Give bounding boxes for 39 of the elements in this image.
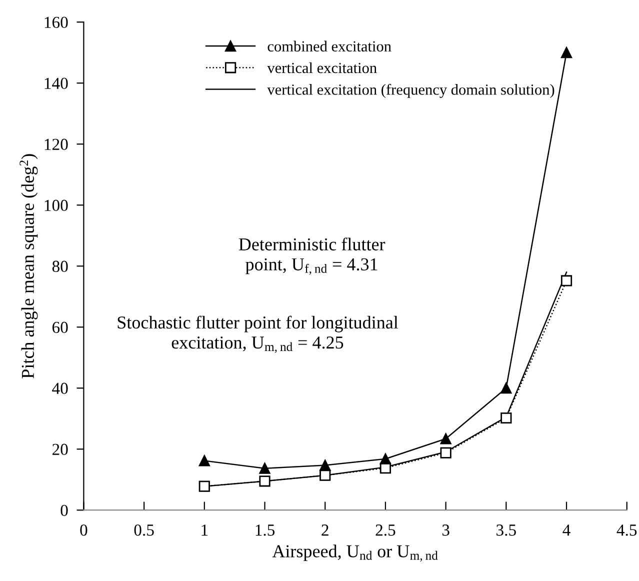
x-axis-title: Airspeed, U$_{nd}$ or U$_{m,nd}$ — [272, 544, 438, 562]
x-tick-label: 0.5 — [134, 524, 154, 536]
y-axis-title: Pitch angle mean square (deg$^{2}$) — [20, 154, 38, 378]
point — [500, 412, 512, 424]
point — [198, 455, 210, 466]
annotation: Deterministic flutter point, U$_{f,nd}$ = 4.31 — [238, 238, 386, 275]
legend-label: combined excitation — [268, 40, 392, 52]
x-tick-label: 1.5 — [256, 524, 275, 536]
x-tick-label: 3 — [442, 524, 450, 536]
x-tick-label: 2 — [322, 524, 328, 536]
y-tick-label: 60 — [52, 322, 68, 334]
x-tick-label: 4 — [562, 524, 570, 536]
y-tick-label: 0 — [60, 504, 68, 516]
point — [440, 433, 452, 444]
point — [320, 470, 331, 481]
annotation: Stochastic flutter point for longitudinal excitation, U$_{m,nd}$ = 4.25 — [118, 316, 398, 353]
y-tick-label: 20 — [52, 444, 68, 456]
y-tick-label: 140 — [44, 78, 68, 90]
x-tick-label: 0 — [80, 524, 88, 536]
point — [560, 275, 572, 286]
legend-label: vertical excitation (frequency domain solution) — [267, 84, 554, 98]
point — [380, 453, 392, 464]
y-tick-label: 80 — [52, 260, 68, 272]
point — [440, 447, 452, 458]
point — [198, 480, 210, 492]
y-tick-label: 160 — [44, 16, 68, 28]
y-tick-label: 40 — [52, 382, 68, 394]
legend-label: vertical excitation — [267, 62, 377, 74]
point — [259, 462, 270, 474]
point — [500, 382, 512, 394]
y-tick-label: 120 — [44, 138, 68, 150]
x-tick-label: 3.5 — [496, 524, 516, 536]
point — [259, 476, 270, 487]
y-tick-label: 100 — [44, 200, 68, 212]
x-tick-label: 2.5 — [376, 524, 396, 536]
x-tick-label: 4.5 — [616, 524, 637, 536]
point — [560, 47, 572, 58]
x-tick-label: 1 — [202, 524, 208, 536]
point — [320, 460, 331, 471]
